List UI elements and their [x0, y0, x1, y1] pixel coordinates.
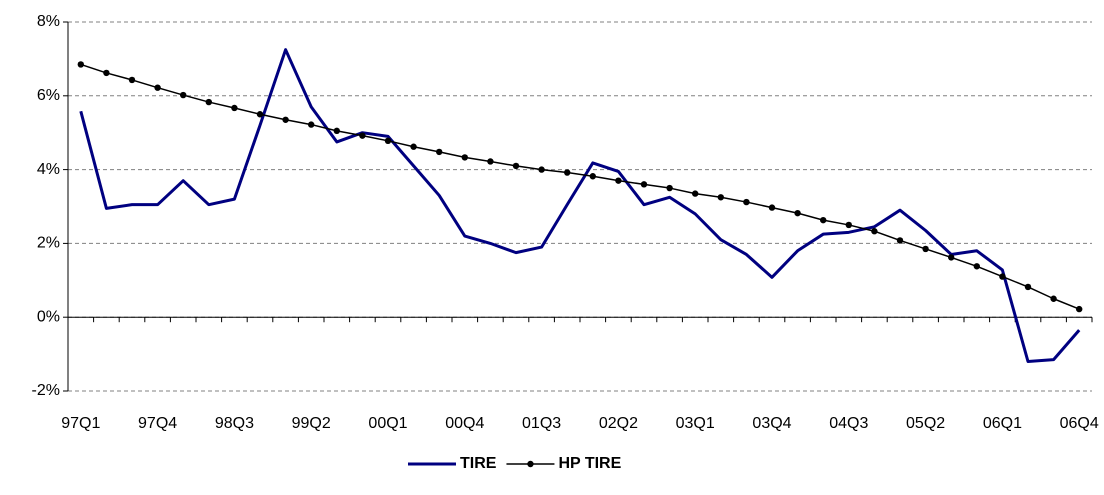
- series-line: [79, 48, 1081, 363]
- x-tick-label: 04Q3: [829, 415, 868, 432]
- x-tick-label: 06Q1: [983, 415, 1022, 432]
- point: [768, 204, 776, 211]
- legend: TIRE HP TIRE: [408, 455, 622, 472]
- point: [256, 111, 264, 118]
- point: [461, 154, 468, 161]
- legend-marker: [527, 460, 534, 468]
- point: [922, 245, 929, 253]
- y-tick-label: 6%: [37, 87, 60, 104]
- point: [794, 209, 801, 217]
- point: [1076, 305, 1083, 313]
- point: [692, 190, 699, 197]
- x-tick-label: 98Q3: [215, 415, 254, 432]
- point: [845, 221, 852, 229]
- point: [717, 194, 724, 201]
- x-tick-label: 00Q4: [445, 415, 484, 432]
- point: [538, 166, 545, 173]
- y-tick-label: 2%: [37, 235, 60, 252]
- x-tick-label: 03Q4: [752, 415, 791, 432]
- point: [615, 177, 622, 184]
- x-tick-label: 02Q2: [599, 415, 638, 432]
- point: [512, 162, 520, 170]
- point: [77, 61, 85, 68]
- point: [589, 173, 596, 180]
- point: [180, 91, 187, 99]
- x-tick-label: 97Q4: [138, 415, 177, 432]
- point: [154, 84, 161, 91]
- legend-label: HP TIRE: [558, 455, 621, 472]
- point: [743, 198, 750, 206]
- point: [333, 127, 340, 135]
- y-tick-label: 4%: [37, 161, 60, 178]
- point: [410, 143, 417, 150]
- x-tick-label: 03Q1: [676, 415, 715, 432]
- point: [948, 254, 955, 261]
- point: [820, 216, 827, 224]
- point: [564, 169, 571, 176]
- point: [282, 116, 289, 123]
- point: [1024, 283, 1032, 291]
- x-tick-label: 00Q1: [368, 415, 407, 432]
- point: [666, 184, 673, 192]
- legend-label: TIRE: [460, 455, 497, 472]
- point: [359, 132, 366, 139]
- x-tick-label: 01Q3: [522, 415, 561, 432]
- series-line: [80, 63, 1080, 310]
- x-tick-label: 06Q4: [1060, 415, 1099, 432]
- point: [231, 104, 238, 112]
- point: [308, 121, 315, 128]
- y-tick-label: -2%: [32, 382, 60, 399]
- y-tick-label: 0%: [37, 308, 60, 325]
- point: [384, 137, 392, 145]
- x-tick-label: 97Q1: [61, 415, 100, 432]
- x-tick-label: 05Q2: [906, 415, 945, 432]
- point: [436, 148, 443, 156]
- point: [999, 273, 1006, 280]
- point: [487, 158, 494, 165]
- point: [871, 228, 878, 235]
- point: [896, 237, 904, 244]
- point: [1050, 295, 1057, 302]
- x-tick-label: 99Q2: [292, 415, 331, 432]
- point: [128, 76, 136, 84]
- point: [640, 181, 648, 188]
- point: [205, 98, 212, 106]
- y-tick-label: 8%: [37, 13, 60, 30]
- point: [973, 263, 980, 270]
- point: [103, 69, 110, 77]
